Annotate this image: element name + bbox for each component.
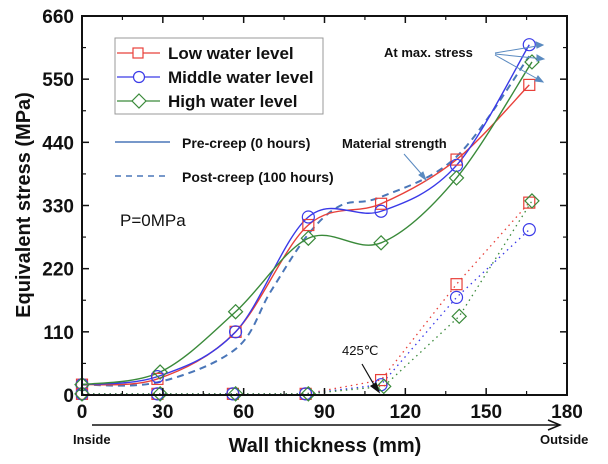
low-water-level-pre-creep-point: [450, 153, 463, 166]
legend-label-pre-creep: Pre-creep (0 hours): [182, 135, 310, 151]
high-water-level-pre-creep-line: [81, 61, 533, 386]
legend-item-low: Low water level: [117, 44, 294, 63]
direction-arrow-head: [547, 419, 562, 431]
low-water-level-post-creep-point: [374, 373, 388, 387]
middle-water-level-pre-creep-point: [301, 210, 315, 224]
middle-water-level-pre-creep-point: [374, 204, 388, 218]
inside-label: Inside: [73, 432, 111, 447]
y-tick-label: 0: [63, 386, 74, 407]
y-tick-label: 660: [42, 7, 74, 28]
low-water-level-pre-creep-point: [523, 78, 536, 92]
x-tick-label: 90: [314, 402, 335, 423]
middle-water-level-pre-creep-point: [522, 38, 536, 52]
middle-water-level-post-creep-point: [522, 223, 536, 237]
y-tick-label: 550: [42, 70, 74, 91]
temperature-arrow: [361, 363, 381, 394]
temperature-annotation: 425℃: [342, 343, 378, 358]
high-water-level-post-creep-point: [227, 386, 244, 402]
high-water-level-post-creep-point: [152, 386, 168, 402]
middle-water-level-post-creep-point: [299, 387, 313, 401]
legend-item-pre-creep: Pre-creep (0 hours): [115, 135, 310, 151]
high-water-level-pre-creep-point: [300, 230, 317, 247]
x-tick-label: 30: [152, 402, 173, 423]
max-stress-arrows: [494, 41, 546, 83]
y-axis-title: Equivalent stress (MPa): [13, 92, 35, 318]
legend-label-middle: Middle water level: [168, 68, 314, 87]
high-water-level-post-creep-point: [375, 378, 392, 395]
y-tick-label: 110: [43, 323, 74, 344]
high-water-level-post-creep-point: [300, 386, 317, 402]
outside-label: Outside: [540, 432, 588, 447]
low-water-level-post-creep-point: [450, 278, 463, 291]
high-water-level-pre-creep-point: [152, 364, 168, 380]
material-strength-annotation: Material strength: [342, 136, 447, 151]
square-marker-icon: [132, 47, 144, 59]
legend-label-high: High water level: [168, 92, 297, 111]
high-water-level-post-creep-line: [82, 200, 533, 395]
legend-label-low: Low water level: [168, 44, 294, 63]
high-water-level-post-creep-point: [524, 193, 540, 209]
y-tick-label: 440: [42, 133, 74, 154]
legend-label-post-creep: Post-creep (100 hours): [182, 169, 334, 185]
low-water-level-pre-creep-point: [374, 197, 388, 210]
x-tick-label: 0: [77, 402, 88, 423]
circle-marker-icon: [132, 70, 146, 84]
x-tick-label: 60: [233, 402, 254, 423]
x-tick-label: 120: [389, 402, 421, 423]
middle-water-level-pre-creep-point: [150, 370, 165, 384]
x-tick-label: 180: [551, 402, 583, 423]
high-water-level-post-creep-point: [451, 308, 468, 325]
middle-water-level-pre-creep-point: [228, 325, 243, 339]
legend-item-post-creep: Post-creep (100 hours): [115, 169, 334, 185]
legend-item-middle: Middle water level: [117, 68, 314, 87]
max-stress-annotation: At max. stress: [384, 45, 473, 60]
high-water-level-pre-creep-point: [373, 234, 389, 251]
high-water-level-post-creep-point: [74, 386, 90, 402]
y-tick-label: 330: [42, 197, 74, 218]
material-strength-curve: [81, 55, 531, 387]
pressure-condition-label: P=0MPa: [120, 211, 186, 230]
middle-water-level-pre-creep-line: [81, 44, 530, 386]
material-strength-arrow: [403, 153, 428, 182]
legend-item-high: High water level: [117, 92, 297, 111]
high-water-level-pre-creep-point: [448, 170, 465, 186]
high-water-level-pre-creep-point: [227, 303, 244, 320]
middle-water-level-post-creep-point: [226, 387, 240, 401]
y-tick-label: 220: [42, 260, 74, 281]
low-water-level-pre-creep-line: [81, 84, 530, 386]
x-axis-title: Wall thickness (mm): [229, 435, 422, 457]
x-tick-label: 150: [470, 402, 502, 423]
diamond-marker-icon: [131, 93, 147, 109]
middle-water-level-post-creep-point: [449, 290, 464, 304]
